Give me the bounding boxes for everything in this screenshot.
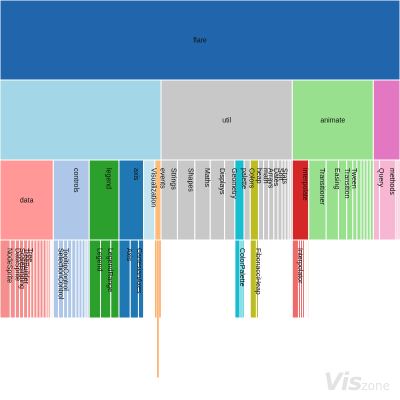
- node-group-0[interactable]: [0, 79, 162, 161]
- label-transitioner: Transitioner: [318, 168, 325, 205]
- label-tooltipcontrol: TooltipControl: [62, 248, 69, 291]
- icicle-labels: flare data NodeSprite DataSpriteScaleBindin…: [6, 38, 396, 300]
- node-legend[interactable]: [88, 159, 120, 241]
- label-heap: heap: [255, 168, 262, 184]
- label-math: math: [262, 168, 269, 184]
- label-strings: Strings: [170, 168, 177, 190]
- leaf-n2-0-7[interactable]: [307, 239, 310, 319]
- label-colorpalette: ColorPalette: [238, 248, 245, 287]
- node-n3-3[interactable]: [397, 159, 400, 241]
- label-tree: Tree: [26, 248, 33, 262]
- label-flare: flare: [193, 38, 207, 45]
- label-tween: Tween: [350, 168, 357, 189]
- label-visualization: Visualization: [150, 168, 157, 207]
- label-query: Query: [377, 168, 384, 188]
- label-methods: methods: [388, 168, 395, 195]
- label-cartesianaxes: CartesianAxes: [135, 248, 142, 294]
- node-controls[interactable]: [52, 159, 90, 241]
- label-animate: animate: [320, 118, 345, 125]
- label-events: events: [158, 168, 165, 189]
- leaf-n1-5-2[interactable]: [241, 239, 245, 319]
- label-scalebinding: ScaleBinding: [18, 248, 25, 289]
- label-util: util: [222, 118, 231, 125]
- label-legend: legend: [105, 168, 112, 189]
- label-treebuilder: TreeBuilder: [22, 248, 29, 285]
- label-colors: Colors: [248, 168, 255, 189]
- leaf-n1-7-1[interactable]: [255, 239, 259, 319]
- label-displays: Displays: [218, 168, 225, 195]
- label-legendrange: LegendRange: [106, 248, 113, 292]
- leaf-n0-1-4[interactable]: [71, 239, 77, 319]
- label-interpolator: Interpolator: [296, 248, 303, 284]
- label-nodesprite: NodeSprite: [6, 248, 13, 283]
- icicle-cells: [0, 0, 400, 379]
- label-maths: Maths: [203, 168, 210, 188]
- label-geometry: Geometry: [230, 168, 237, 199]
- label-palette: palette: [240, 168, 247, 189]
- label-transition: Transition: [343, 168, 350, 199]
- label-sort: Sort: [276, 168, 283, 181]
- node-util[interactable]: [160, 79, 293, 161]
- label-axis: axis: [132, 168, 139, 181]
- label-axis: Axis: [125, 248, 132, 262]
- label-arrays: Arrays: [267, 168, 274, 189]
- leaf-n0-5-2[interactable]: [158, 239, 162, 319]
- label-easing: Easing: [333, 168, 340, 190]
- label-shapes: Shapes: [187, 168, 194, 192]
- label-dates: Dates: [272, 168, 279, 187]
- leaf-n0-3-2[interactable]: [137, 239, 145, 319]
- label-controls: controls: [72, 168, 79, 193]
- label-interpolate: interpolate: [301, 168, 308, 201]
- label-legend: Legend: [95, 248, 102, 271]
- label-selectioncontrol: SelectionControl: [56, 248, 63, 300]
- label-stats: Stats: [281, 168, 288, 184]
- node-group-3[interactable]: [372, 79, 400, 161]
- label-fibonacciheap: FibonacciHeap: [254, 248, 261, 295]
- label-data: data: [20, 198, 34, 205]
- node-axis[interactable]: [118, 159, 145, 241]
- label-datasprite: DataSprite: [13, 248, 20, 281]
- node-animate[interactable]: [291, 79, 374, 161]
